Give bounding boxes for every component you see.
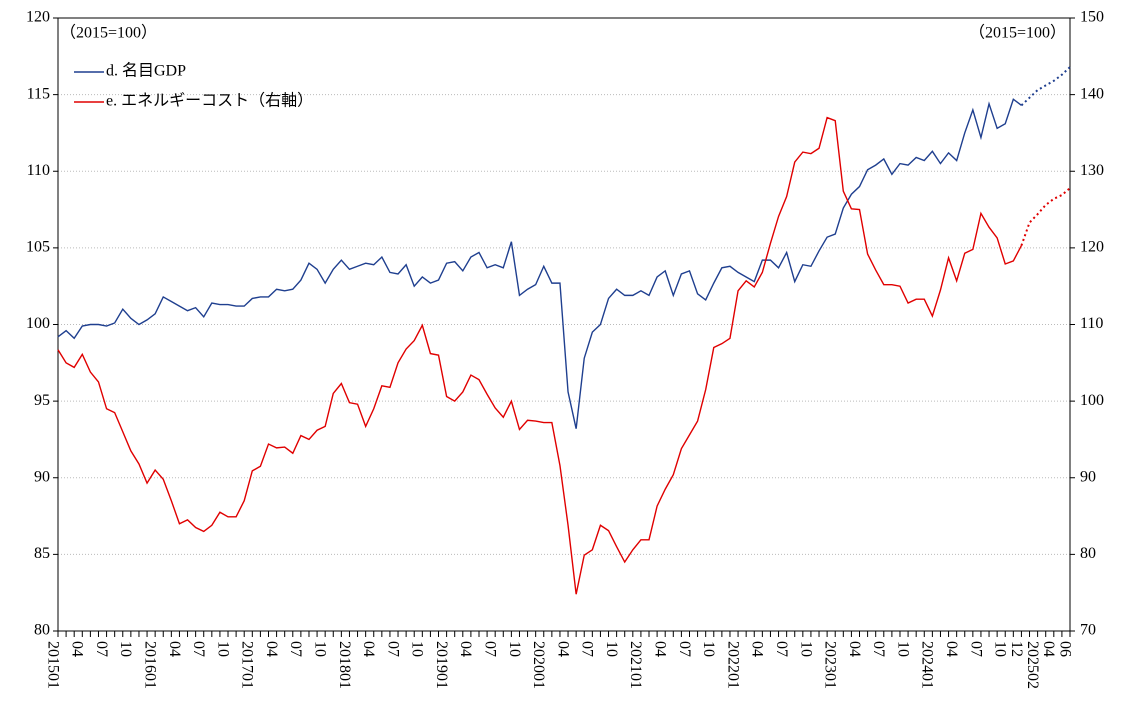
series-line (1020, 66, 1071, 107)
series-line (57, 98, 1022, 429)
series-line (57, 116, 1023, 595)
x-tick-label: 12 (1008, 641, 1025, 657)
legend-label: d. 名目GDP (106, 62, 186, 80)
y2-tick-label: 120 (1080, 239, 1104, 256)
x-tick-label: 07 (967, 641, 984, 657)
x-tick-label: 201801 (336, 641, 353, 689)
y2-tick-label: 90 (1080, 468, 1096, 485)
x-tick-label: 07 (870, 641, 887, 657)
x-tick-label: 202401 (919, 641, 936, 689)
y-tick-label: 110 (27, 162, 50, 179)
x-tick-label: 07 (93, 641, 110, 657)
x-tick-label: 10 (797, 641, 814, 657)
y2-tick-label: 150 (1080, 9, 1104, 26)
x-tick-label: 07 (190, 641, 207, 657)
y2-tick-label: 110 (1080, 315, 1103, 332)
x-tick-label: 04 (457, 641, 474, 657)
x-tick-label: 04 (166, 641, 183, 657)
y-tick-label: 105 (26, 239, 50, 256)
y2-tick-label: 130 (1080, 162, 1104, 179)
y2-tick-label: 70 (1080, 622, 1096, 639)
x-tick-label: 07 (482, 641, 499, 657)
legend-label: e. エネルギーコスト（右軸） (106, 92, 313, 110)
x-tick-label: 04 (1040, 641, 1057, 657)
y-tick-label: 80 (34, 622, 50, 639)
y2-tick-label: 80 (1080, 545, 1096, 562)
x-tick-label: 10 (506, 641, 523, 657)
x-tick-label: 04 (749, 641, 766, 657)
x-tick-label: 07 (579, 641, 596, 657)
x-tick-label: 07 (287, 641, 304, 657)
x-tick-label: 202101 (627, 641, 644, 689)
x-tick-label: 10 (409, 641, 426, 657)
x-tick-label: 04 (360, 641, 377, 657)
x-tick-label: 10 (894, 641, 911, 657)
y-tick-label: 120 (26, 9, 50, 26)
x-tick-label: 04 (846, 641, 863, 657)
y-tick-label: 115 (27, 85, 50, 102)
x-tick-label: 04 (69, 641, 86, 657)
x-tick-label: 10 (992, 641, 1009, 657)
x-tick-label: 04 (943, 641, 960, 657)
x-tick-label: 10 (311, 641, 328, 657)
x-tick-label: 202001 (530, 641, 547, 689)
x-tick-label: 10 (700, 641, 717, 657)
y-tick-label: 90 (34, 468, 50, 485)
x-tick-label: 07 (676, 641, 693, 657)
x-tick-label: 10 (603, 641, 620, 657)
x-tick-label: 07 (773, 641, 790, 657)
left-unit: （2015=100） (60, 24, 157, 42)
x-tick-label: 201501 (44, 641, 61, 689)
x-tick-label: 06 (1056, 641, 1073, 657)
x-tick-label: 201901 (433, 641, 450, 689)
right-unit: （2015=100） (969, 24, 1066, 42)
x-tick-label: 07 (384, 641, 401, 657)
x-tick-label: 202502 (1024, 641, 1041, 689)
x-tick-label: 202201 (724, 641, 741, 689)
y-tick-label: 95 (34, 392, 50, 409)
y-tick-label: 100 (26, 315, 50, 332)
x-tick-label: 04 (263, 641, 280, 657)
x-tick-label: 10 (214, 641, 231, 657)
x-tick-label: 10 (117, 641, 134, 657)
x-tick-label: 04 (554, 641, 571, 657)
y-tick-label: 85 (34, 545, 50, 562)
y2-tick-label: 140 (1080, 85, 1104, 102)
x-tick-label: 201601 (141, 641, 158, 689)
x-tick-label: 202301 (822, 641, 839, 689)
series-line (1020, 187, 1071, 246)
x-tick-label: 201701 (239, 641, 256, 689)
plot-frame (57, 17, 1071, 632)
x-tick-label: 04 (652, 641, 669, 657)
y2-tick-label: 100 (1080, 392, 1104, 409)
